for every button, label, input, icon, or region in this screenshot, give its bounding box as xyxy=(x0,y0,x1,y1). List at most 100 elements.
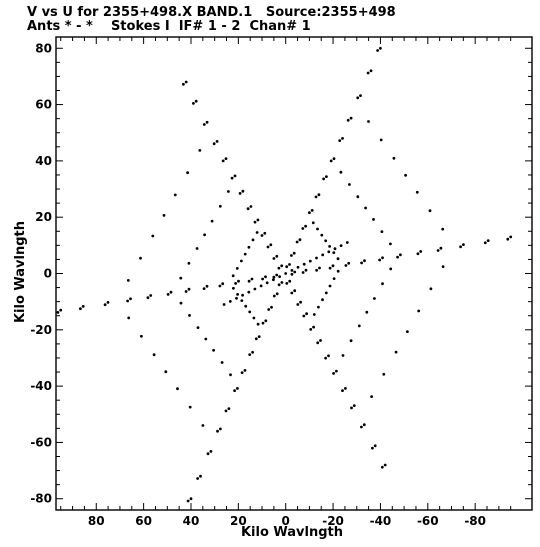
uv-point xyxy=(462,243,465,247)
uv-point xyxy=(392,156,396,160)
uv-point xyxy=(260,234,264,237)
uv-point xyxy=(255,231,259,234)
uv-point xyxy=(373,444,377,448)
uv-point xyxy=(293,289,297,293)
uv-point xyxy=(235,296,238,300)
uv-point xyxy=(261,277,264,281)
uv-point xyxy=(236,387,239,390)
uv-point xyxy=(228,300,232,303)
uv-point xyxy=(394,350,398,354)
uv-point xyxy=(240,259,243,263)
uv-point xyxy=(184,290,188,293)
uv-point xyxy=(222,303,226,306)
uv-point xyxy=(290,272,294,276)
uv-point xyxy=(216,429,219,433)
y-tick-label: -40 xyxy=(30,379,52,393)
uv-point xyxy=(59,308,63,312)
y-tick-label: -80 xyxy=(30,492,52,506)
uv-point xyxy=(246,207,250,211)
uv-point xyxy=(379,138,383,142)
uv-point xyxy=(129,297,132,301)
uv-point xyxy=(227,190,230,193)
uv-point xyxy=(252,316,256,320)
uv-point xyxy=(359,94,362,97)
uv-point xyxy=(304,268,308,272)
uv-point xyxy=(318,266,321,270)
uv-point xyxy=(206,452,210,456)
uv-point xyxy=(269,243,273,247)
uv-point xyxy=(234,282,238,285)
uv-point xyxy=(441,227,445,231)
uv-point xyxy=(301,227,305,230)
x-tick-label: 20 xyxy=(230,514,247,528)
uv-point xyxy=(370,395,373,398)
uv-point xyxy=(229,373,232,377)
uv-point xyxy=(379,46,382,50)
uv-point xyxy=(284,272,288,275)
x-tick-label: -40 xyxy=(370,514,392,528)
uv-point xyxy=(139,256,142,260)
uv-point xyxy=(325,175,328,179)
uv-point xyxy=(371,446,374,450)
uv-point xyxy=(186,499,190,503)
uv-point xyxy=(176,387,179,391)
uv-point xyxy=(205,120,209,124)
uv-point xyxy=(335,369,338,373)
uv-point xyxy=(126,279,130,282)
uv-point xyxy=(345,241,349,244)
uv-point xyxy=(218,284,222,288)
uv-point xyxy=(189,497,193,501)
uv-point xyxy=(352,404,356,407)
uv-point xyxy=(350,406,353,410)
uv-point xyxy=(382,372,386,376)
uv-point xyxy=(360,261,363,265)
uv-point xyxy=(56,311,60,314)
uv-point xyxy=(327,250,331,254)
uv-point xyxy=(247,245,251,249)
y-tick-label: -20 xyxy=(30,323,52,337)
uv-point xyxy=(341,389,344,392)
uv-point xyxy=(233,174,237,178)
uv-point xyxy=(202,123,206,126)
uv-point xyxy=(149,294,153,297)
uv-point xyxy=(329,159,333,163)
uv-point xyxy=(164,370,168,374)
uv-point xyxy=(179,276,183,280)
uv-point xyxy=(280,264,284,268)
uv-point xyxy=(201,424,205,427)
uv-point xyxy=(198,149,202,152)
uv-point xyxy=(315,256,318,260)
uv-point xyxy=(331,264,335,268)
uv-point xyxy=(187,261,191,265)
uv-point xyxy=(237,279,240,283)
uv-point xyxy=(369,69,373,73)
uv-point xyxy=(272,278,275,282)
uv-point xyxy=(230,176,234,180)
uv-point xyxy=(327,354,330,358)
axis-tick-labels: 80 60 40 20 0 -20 -40 -60 -80 80 60 40 20 0 -20 -40 -60 -… xyxy=(30,41,486,528)
x-tick-label: 0 xyxy=(282,514,290,528)
uv-point xyxy=(248,310,252,314)
uv-point xyxy=(341,354,345,357)
plot-frame xyxy=(55,36,533,511)
uv-point xyxy=(232,286,235,290)
uv-point xyxy=(221,282,225,286)
uv-point xyxy=(288,263,291,266)
uv-point xyxy=(203,233,207,237)
uv-point xyxy=(416,252,420,256)
uv-point xyxy=(259,284,263,288)
uv-point xyxy=(238,192,242,195)
uv-point xyxy=(202,287,206,290)
uv-point xyxy=(151,234,155,238)
uv-point xyxy=(127,316,131,320)
uv-point xyxy=(256,322,260,326)
uv-point xyxy=(293,270,297,274)
y-axis-title: Kilo Wavlngth xyxy=(13,221,28,323)
uv-point xyxy=(321,253,325,257)
uv-point xyxy=(194,99,198,103)
uv-point xyxy=(366,71,370,75)
uv-point xyxy=(404,173,407,177)
uv-point xyxy=(338,139,342,143)
uv-point xyxy=(316,227,319,231)
